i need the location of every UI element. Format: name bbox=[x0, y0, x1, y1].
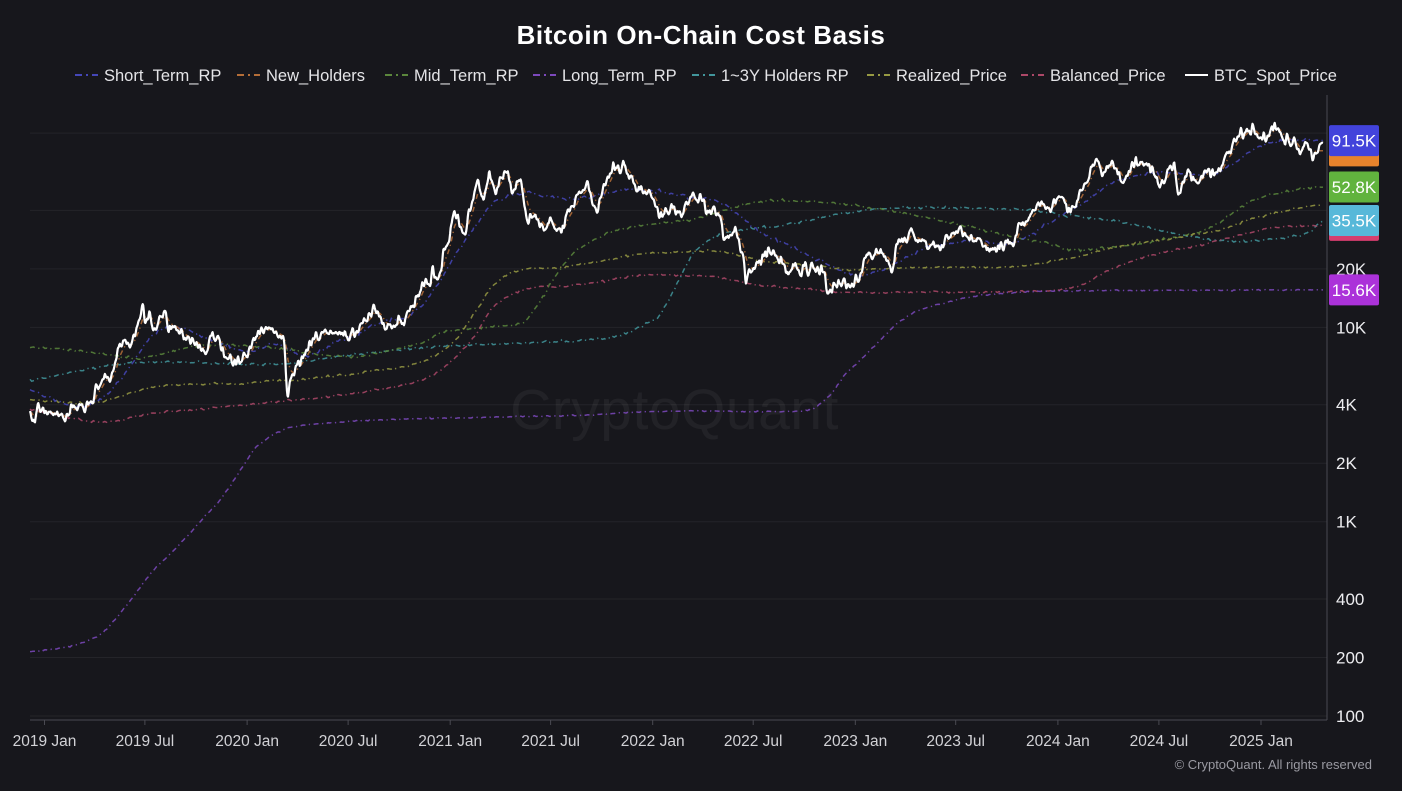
svg-text:New_Holders: New_Holders bbox=[266, 67, 365, 85]
svg-text:2023 Jan: 2023 Jan bbox=[823, 733, 887, 750]
svg-text:© CryptoQuant. All rights rese: © CryptoQuant. All rights reserved bbox=[1175, 757, 1372, 772]
svg-text:Mid_Term_RP: Mid_Term_RP bbox=[414, 67, 519, 85]
svg-text:2019 Jul: 2019 Jul bbox=[116, 733, 175, 750]
svg-text:Bitcoin On-Chain Cost Basis: Bitcoin On-Chain Cost Basis bbox=[517, 20, 886, 50]
svg-text:2025 Jan: 2025 Jan bbox=[1229, 733, 1293, 750]
svg-text:15.6K: 15.6K bbox=[1332, 281, 1377, 300]
svg-text:35.5K: 35.5K bbox=[1332, 212, 1377, 231]
svg-text:Short_Term_RP: Short_Term_RP bbox=[104, 67, 221, 85]
svg-text:100: 100 bbox=[1336, 707, 1364, 726]
svg-text:2021 Jan: 2021 Jan bbox=[418, 733, 482, 750]
svg-text:400: 400 bbox=[1336, 590, 1364, 609]
svg-text:20K: 20K bbox=[1336, 260, 1367, 279]
svg-text:91.5K: 91.5K bbox=[1332, 132, 1377, 151]
svg-text:1K: 1K bbox=[1336, 513, 1357, 532]
svg-text:1~3Y Holders RP: 1~3Y Holders RP bbox=[721, 67, 849, 85]
svg-text:2021 Jul: 2021 Jul bbox=[521, 733, 580, 750]
svg-text:BTC_Spot_Price: BTC_Spot_Price bbox=[1214, 67, 1337, 85]
svg-text:Long_Term_RP: Long_Term_RP bbox=[562, 67, 677, 85]
svg-text:Balanced_Price: Balanced_Price bbox=[1050, 67, 1166, 85]
svg-text:200: 200 bbox=[1336, 649, 1364, 668]
svg-text:2024 Jul: 2024 Jul bbox=[1130, 733, 1189, 750]
svg-text:2022 Jan: 2022 Jan bbox=[621, 733, 685, 750]
svg-text:2019 Jan: 2019 Jan bbox=[13, 733, 77, 750]
svg-text:2K: 2K bbox=[1336, 454, 1357, 473]
svg-text:10K: 10K bbox=[1336, 318, 1367, 337]
svg-text:2020 Jan: 2020 Jan bbox=[215, 733, 279, 750]
svg-text:2020 Jul: 2020 Jul bbox=[319, 733, 378, 750]
svg-text:2023 Jul: 2023 Jul bbox=[926, 733, 985, 750]
svg-text:4K: 4K bbox=[1336, 396, 1357, 415]
svg-text:2022 Jul: 2022 Jul bbox=[724, 733, 783, 750]
svg-text:CryptoQuant: CryptoQuant bbox=[510, 378, 839, 442]
svg-text:52.8K: 52.8K bbox=[1332, 178, 1377, 197]
svg-text:2024 Jan: 2024 Jan bbox=[1026, 733, 1090, 750]
svg-text:Realized_Price: Realized_Price bbox=[896, 67, 1007, 85]
